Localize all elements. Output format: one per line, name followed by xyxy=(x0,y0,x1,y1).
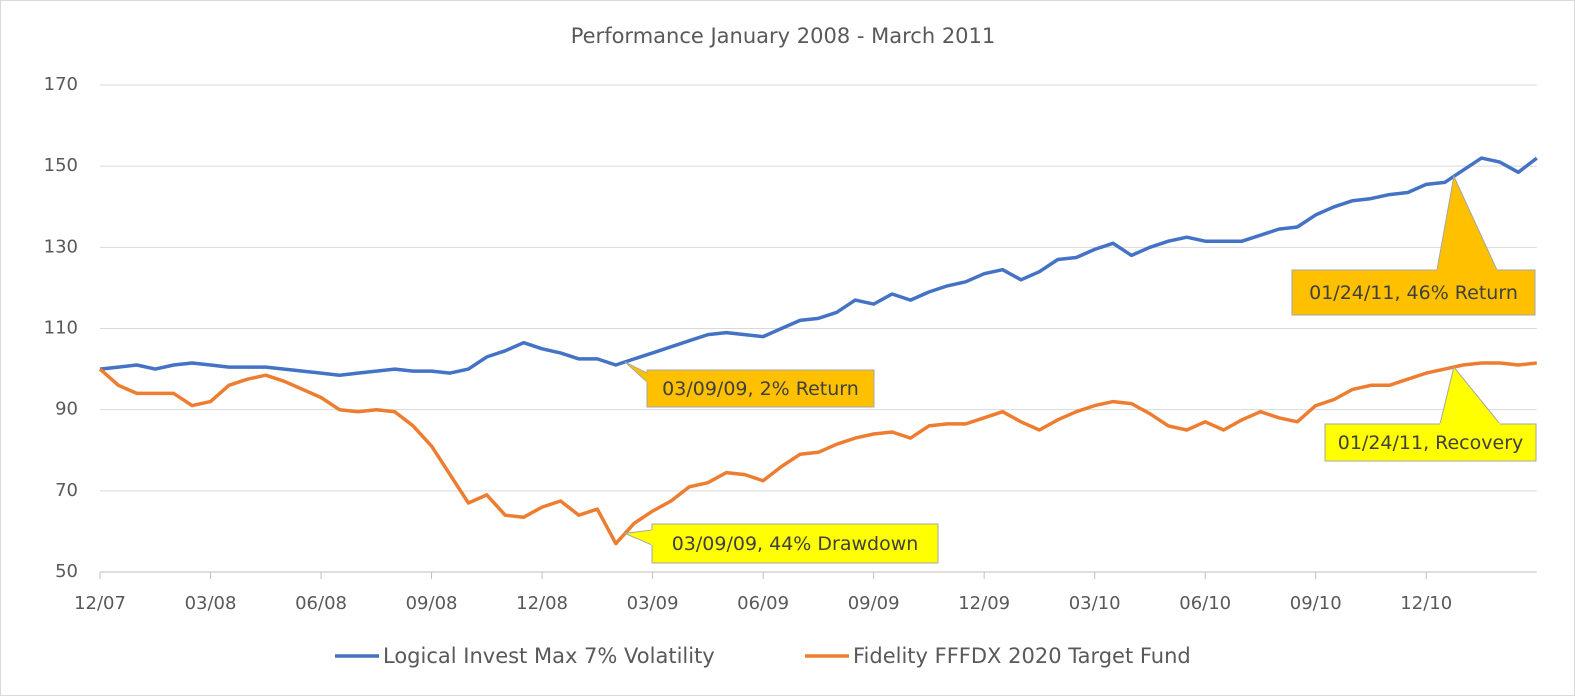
x-tick-label: 03/10 xyxy=(1069,593,1121,614)
callout-text: 01/24/11, 46% Return xyxy=(1309,282,1518,304)
x-tick-label: 09/09 xyxy=(848,593,900,614)
x-tick-label: 09/10 xyxy=(1290,593,1342,614)
callout-box xyxy=(1324,423,1537,462)
callout-box xyxy=(1291,269,1536,316)
x-tick-label: 03/09 xyxy=(627,593,679,614)
x-tick-label: 12/08 xyxy=(516,593,568,614)
callout-text: 03/09/09, 44% Drawdown xyxy=(672,533,919,555)
series-line xyxy=(99,156,1538,377)
y-tick-label: 50 xyxy=(55,561,78,582)
y-tick-label: 150 xyxy=(44,155,78,176)
x-tick-label: 12/07 xyxy=(74,593,126,614)
series-line xyxy=(98,361,1537,546)
y-tick-label: 70 xyxy=(55,480,78,501)
y-tick-label: 90 xyxy=(55,399,78,420)
y-tick-label: 110 xyxy=(44,318,78,339)
callout-text: 01/24/11, Recovery xyxy=(1338,432,1524,454)
legend-label: Fidelity FFFDX 2020 Target Fund xyxy=(853,644,1191,668)
legend-label: Logical Invest Max 7% Volatility xyxy=(383,644,715,668)
x-tick-label: 09/08 xyxy=(406,593,458,614)
y-tick-label: 170 xyxy=(44,74,78,95)
x-tick-label: 03/08 xyxy=(185,593,237,614)
y-tick-label: 130 xyxy=(44,236,78,257)
x-tick-label: 12/10 xyxy=(1400,593,1452,614)
x-tick-label: 06/10 xyxy=(1179,593,1231,614)
callout-text: 03/09/09, 2% Return xyxy=(662,378,859,400)
x-tick-label: 12/09 xyxy=(958,593,1010,614)
x-tick-label: 06/09 xyxy=(737,593,789,614)
chart-title: Performance January 2008 - March 2011 xyxy=(571,24,996,48)
x-tick-label: 06/08 xyxy=(295,593,347,614)
callout-box xyxy=(646,369,875,408)
